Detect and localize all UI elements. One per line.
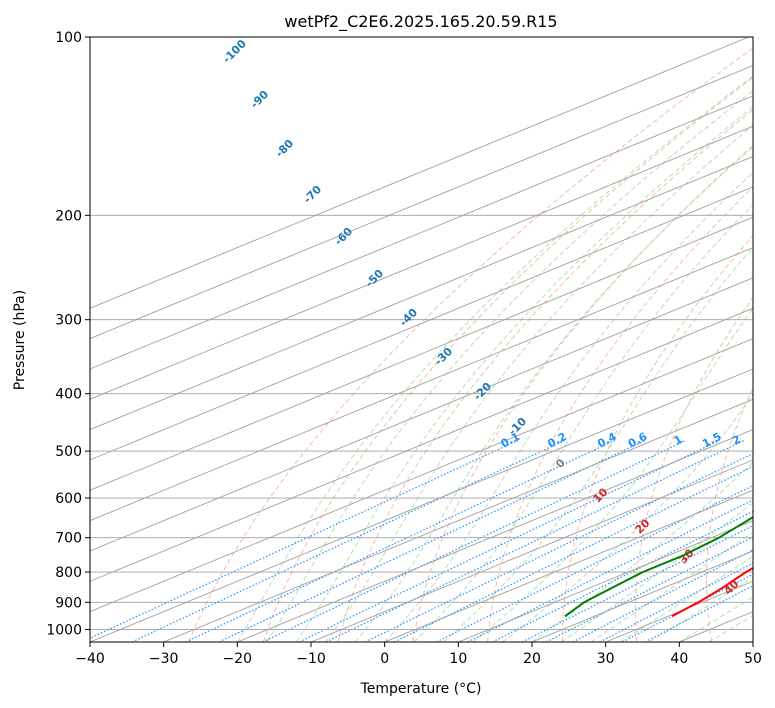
- dry-adiabat-line: [487, 186, 753, 642]
- dry-adiabat-line: [635, 296, 753, 642]
- moist-adiabat-line: [502, 393, 753, 642]
- dry-adiabat-line: [188, 47, 753, 642]
- axes: −40 −30 −20 −10 0 10 20 30 40 50 100 200 300 400 500 60…: [46, 30, 762, 667]
- mixing-ratio-line: [298, 440, 720, 642]
- y-tick-label: 1000: [46, 622, 82, 638]
- mixing-ratio-line: [262, 440, 686, 642]
- moist-adiabat-line: [325, 124, 753, 642]
- x-tick-label: 40: [670, 651, 688, 667]
- isotherm-line: [90, 65, 753, 340]
- mixing-ratio-line: [365, 452, 753, 642]
- moist-adiabat-line: [561, 502, 753, 642]
- y-tick-label: 800: [55, 565, 82, 581]
- isotherm-line: [90, 277, 753, 552]
- mixing-ratio-line: [644, 585, 753, 642]
- moist-adiabat-line: [295, 106, 753, 642]
- x-axis-title: Temperature (°C): [360, 681, 482, 697]
- mixing-ratio-line: [436, 484, 753, 642]
- plot-frame: [89, 36, 754, 643]
- moist-adiabat-line: [384, 171, 753, 642]
- x-tick-label: −10: [296, 651, 326, 667]
- mixing-ratio-line: [467, 499, 753, 642]
- mixing-ratio-line: [185, 440, 615, 642]
- moist-adiabat-line: [531, 461, 753, 642]
- isotherm-line: [90, 216, 753, 491]
- y-tick-label: 900: [55, 595, 82, 611]
- y-tick-label: 500: [55, 444, 82, 460]
- isotherm-line: [90, 338, 753, 613]
- y-tick-label: 300: [55, 313, 82, 329]
- moist-adiabat-line: [413, 203, 753, 642]
- isotherm-line: [90, 368, 753, 642]
- isotherm-line: [458, 520, 753, 642]
- y-tick-label: 200: [55, 208, 82, 224]
- isotherm-line: [90, 125, 753, 400]
- mixing-ratio-line: [572, 549, 753, 642]
- dry-adiabat-line: [263, 76, 753, 642]
- dry-adiabat-line: [337, 108, 753, 642]
- x-tick-label: 20: [523, 651, 541, 667]
- isotherm-line: [90, 307, 753, 582]
- x-tick-label: −40: [75, 651, 105, 667]
- x-tick-label: −30: [149, 651, 179, 667]
- isotherm-line: [310, 459, 753, 642]
- y-tick-label: 400: [55, 387, 82, 403]
- x-tick-label: 0: [380, 651, 389, 667]
- mixing-ratio-line: [131, 440, 565, 642]
- y-tick-label: 600: [55, 491, 82, 507]
- isotherm-line: [90, 37, 749, 309]
- isotherm-line: [163, 398, 753, 642]
- x-tick-label: 50: [744, 651, 762, 667]
- moist-adiabat-line: [236, 75, 753, 642]
- dewpoint-profile-line: [564, 516, 753, 618]
- moist-adiabat-line: [354, 146, 753, 642]
- mixing-ratio-line: [599, 562, 753, 642]
- y-axis-title: Pressure (hPa): [12, 290, 28, 390]
- x-tick-label: 10: [449, 651, 467, 667]
- moist-adiabat-line: [443, 246, 753, 642]
- chart-title: wetPf2_C2E6.2025.165.20.59.R15: [284, 12, 557, 32]
- mixing-ratio-line: [546, 536, 753, 642]
- mixing-ratio-line: [218, 440, 646, 642]
- isotherm-line: [237, 429, 753, 642]
- mixing-ratio-line: [90, 440, 519, 639]
- moist-adiabat-line: [266, 89, 753, 642]
- moist-adiabat-line: [679, 596, 753, 642]
- mixing-ratio-line: [622, 573, 753, 642]
- plot-area: 0.10.20.40.611.52346810131620253036-100-…: [90, 37, 753, 642]
- x-tick-label: 30: [597, 651, 615, 667]
- isotherm-line: [90, 95, 753, 370]
- isotherm-line: [384, 489, 753, 642]
- x-tick-label: −20: [223, 651, 253, 667]
- y-tick-label: 700: [55, 531, 82, 547]
- mixing-ratio-line: [325, 440, 745, 642]
- y-tick-label: 100: [55, 30, 82, 46]
- dry-adiabat-line: [561, 234, 753, 642]
- isotherm-line: [90, 186, 753, 461]
- isotherm-line: [90, 247, 753, 522]
- isotherm-line: [90, 156, 753, 431]
